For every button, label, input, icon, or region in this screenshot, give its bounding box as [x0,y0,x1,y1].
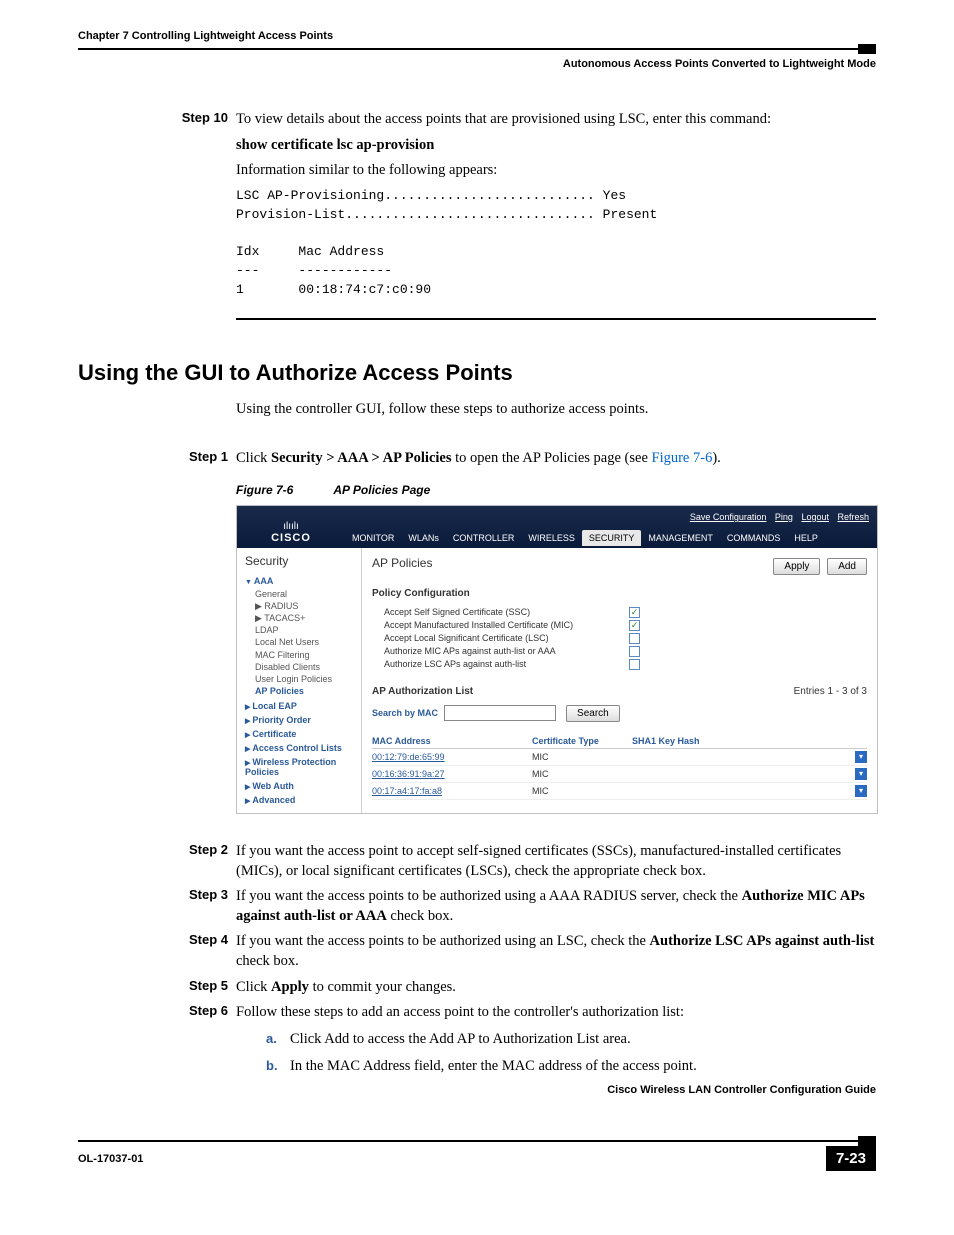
section-heading: Using the GUI to Authorize Access Points [78,360,876,386]
step5-body: Click Apply to commit your changes. [236,978,876,998]
step1-body: Click Security > AAA > AP Policies to op… [236,449,876,469]
top-links: Save Configuration Ping Logout Refresh [684,512,869,522]
chk-ssc-label: Accept Self Signed Certificate (SSC) [384,607,629,617]
table-row: 00:12:79:de:65:99 MIC ▾ [372,749,867,766]
step3-label: Step 3 [158,887,236,902]
side-tacacs[interactable]: ▶ TACACS+ [255,612,353,624]
side-advanced[interactable]: Advanced [245,795,353,805]
logout-link[interactable]: Logout [801,512,829,522]
tab-help[interactable]: HELP [787,530,825,546]
add-button[interactable]: Add [827,558,867,575]
chk-authlsc[interactable] [629,659,640,670]
step10-label: Step 10 [158,110,236,125]
side-general[interactable]: General [255,588,353,600]
search-button[interactable]: Search [566,705,620,722]
figure-ref-link[interactable]: Figure 7-6 [652,450,713,466]
tab-monitor[interactable]: MONITOR [345,530,401,546]
save-config-link[interactable]: Save Configuration [690,512,767,522]
main-panel: Apply Add AP Policies Policy Configurati… [362,548,877,813]
chk-lsc[interactable] [629,633,640,644]
policy-config-label: Policy Configuration [372,588,867,599]
refresh-link[interactable]: Refresh [837,512,869,522]
page-number: 7-23 [826,1146,876,1171]
tab-management[interactable]: MANAGEMENT [641,530,720,546]
step1-label: Step 1 [158,449,236,464]
side-radius[interactable]: ▶ RADIUS [255,600,353,612]
intro: Using the controller GUI, follow these s… [236,400,876,420]
chk-authlsc-label: Authorize LSC APs against auth-list [384,659,629,669]
chk-lsc-label: Accept Local Significant Certificate (LS… [384,633,629,643]
side-userlogin[interactable]: User Login Policies [255,673,353,685]
side-ldap[interactable]: LDAP [255,624,353,636]
side-webauth[interactable]: Web Auth [245,781,353,791]
footer-guide: Cisco Wireless LAN Controller Configurat… [78,1084,876,1096]
side-wireless[interactable]: Wireless Protection Policies [245,757,353,777]
ping-link[interactable]: Ping [775,512,793,522]
side-priority[interactable]: Priority Order [245,715,353,725]
step6-body: Follow these steps to add an access poin… [236,1003,876,1023]
table-row: 00:16:36:91:9a:27 MIC ▾ [372,766,867,783]
row-action-icon[interactable]: ▾ [855,768,867,780]
step5-label: Step 5 [158,978,236,993]
side-disabled[interactable]: Disabled Clients [255,661,353,673]
step6-label: Step 6 [158,1003,236,1018]
mac-link[interactable]: 00:16:36:91:9a:27 [372,769,532,779]
auth-list-label: AP Authorization List [372,686,473,697]
tab-security[interactable]: SECURITY [582,530,642,546]
step2-label: Step 2 [158,842,236,857]
substep-b-marker: b. [266,1056,290,1078]
search-label: Search by MAC [372,708,438,718]
row-action-icon[interactable]: ▾ [855,751,867,763]
side-localnet[interactable]: Local Net Users [255,636,353,648]
chk-authmic-label: Authorize MIC APs against auth-list or A… [384,646,629,656]
sidebar-title: Security [245,554,353,568]
cisco-screenshot: ılıılı CISCO Save Configuration Ping Log… [236,505,878,814]
mac-link[interactable]: 00:12:79:de:65:99 [372,752,532,762]
step2-body: If you want the access point to accept s… [236,842,876,881]
step4-body: If you want the access points to be auth… [236,932,876,971]
section-title: Autonomous Access Points Converted to Li… [78,58,876,70]
chk-mic-label: Accept Manufactured Installed Certificat… [384,620,629,630]
side-certificate[interactable]: Certificate [245,729,353,739]
step3-body: If you want the access points to be auth… [236,887,876,926]
entries-count: Entries 1 - 3 of 3 [794,686,867,697]
chapter-label: Chapter 7 Controlling Lightweight Access… [78,30,876,42]
chk-mic[interactable]: ✓ [629,620,640,631]
chk-ssc[interactable]: ✓ [629,607,640,618]
step4-label: Step 4 [158,932,236,947]
cisco-logo: ılıılı CISCO [237,521,345,548]
substep-a: Click Add to access the Add AP to Author… [290,1029,876,1051]
step10-output: LSC AP-Provisioning.....................… [236,187,876,300]
apply-button[interactable]: Apply [773,558,820,575]
search-input[interactable] [444,705,556,721]
doc-id: OL-17037-01 [78,1153,143,1165]
table-header: MAC Address Certificate Type SHA1 Key Ha… [372,734,867,749]
tab-controller[interactable]: CONTROLLER [446,530,522,546]
row-action-icon[interactable]: ▾ [855,785,867,797]
tab-commands[interactable]: COMMANDS [720,530,788,546]
top-rule [78,44,876,54]
substep-a-marker: a. [266,1029,290,1051]
divider [236,318,876,320]
side-aaa[interactable]: AAA [245,576,353,586]
side-localeap[interactable]: Local EAP [245,701,353,711]
sidebar: Security AAA General ▶ RADIUS ▶ TACACS+ … [237,548,362,813]
side-acl[interactable]: Access Control Lists [245,743,353,753]
side-macfilter[interactable]: MAC Filtering [255,649,353,661]
figure-caption: Figure 7-6AP Policies Page [236,483,876,497]
step10-info: Information similar to the following app… [236,161,876,181]
table-row: 00:17:a4:17:fa:a8 MIC ▾ [372,783,867,800]
substep-b: In the MAC Address field, enter the MAC … [290,1056,876,1078]
nav-tabs: MONITOR WLANs CONTROLLER WIRELESS SECURI… [345,530,825,548]
tab-wlans[interactable]: WLANs [401,530,446,546]
tab-wireless[interactable]: WIRELESS [521,530,582,546]
step10-command: show certificate lsc ap-provision [236,136,876,156]
mac-link[interactable]: 00:17:a4:17:fa:a8 [372,786,532,796]
footer-rule [78,1136,876,1146]
side-appolicies[interactable]: AP Policies [255,685,353,697]
chk-authmic[interactable] [629,646,640,657]
step10-text: To view details about the access points … [236,110,876,130]
